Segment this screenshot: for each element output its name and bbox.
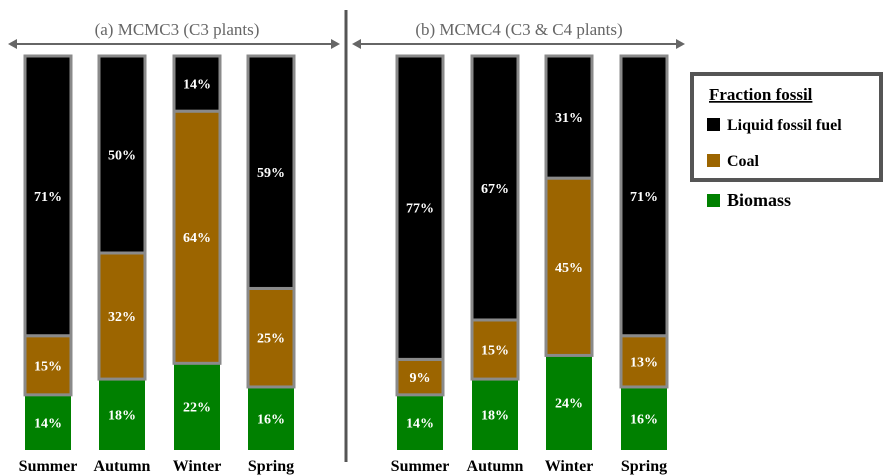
panel-b-data-label-autumn-coal: 15% — [481, 344, 509, 359]
panel-b-bar-summer-biomass — [397, 394, 443, 450]
legend: Fraction fossil Liquid fossil fuel Coal … — [690, 72, 883, 210]
panel-a-data-label-summer-liquid-fossil-fuel: 71% — [34, 190, 62, 205]
panel-a-data-label-summer-coal: 15% — [34, 359, 62, 374]
panel-a-arrowhead-right — [331, 39, 340, 49]
panel-b-bar-spring-biomass — [621, 386, 667, 450]
panel-a-bar-summer-liquid-fossil-fuel — [23, 54, 73, 338]
panel-b-data-label-winter-biomass: 24% — [555, 397, 583, 412]
panel-a-title-bg — [72, 18, 282, 42]
panel-a-bar-summer-coal — [23, 334, 73, 397]
panel-b-bar-spring-liquid-fossil-fuel — [619, 54, 669, 338]
panel-a-bar-summer-biomass — [25, 394, 71, 450]
panel-a-data-label-summer-biomass: 14% — [34, 416, 62, 431]
panel-a-data-label-spring-coal: 25% — [257, 332, 285, 347]
panel-b-data-label-winter-liquid-fossil-fuel: 31% — [555, 111, 583, 126]
panel-b-bar-summer-liquid-fossil-fuel — [395, 54, 445, 361]
panel-b-data-label-summer-liquid-fossil-fuel: 77% — [406, 202, 434, 217]
panel-a-bar-winter-coal — [172, 109, 222, 365]
panel-a-title: (a) MCMC3 (C3 plants) — [95, 20, 260, 39]
panel-a-category-label-winter: Winter — [173, 458, 222, 475]
panel-a-data-label-autumn-liquid-fossil-fuel: 50% — [108, 149, 136, 164]
panel-b-data-label-spring-biomass: 16% — [630, 412, 658, 427]
panel-a-category-label-autumn: Autumn — [94, 458, 151, 475]
panel-b-bar-winter-biomass — [546, 355, 592, 450]
panel-b-bar-summer-coal — [395, 357, 445, 397]
legend-title: Fraction fossil — [709, 85, 813, 104]
panel-a-data-label-winter-biomass: 22% — [183, 401, 211, 416]
panel-b-title: (b) MCMC4 (C3 & C4 plants) — [415, 20, 622, 39]
legend-fossil-box — [690, 72, 883, 182]
panel-a-bar-autumn-coal — [97, 251, 147, 381]
panel-a-bar-winter-liquid-fossil-fuel — [172, 54, 222, 113]
panel-a-bar-spring-biomass — [248, 386, 294, 450]
legend-swatch-coal — [707, 154, 720, 167]
panel-b-bar-autumn-liquid-fossil-fuel — [470, 54, 520, 322]
panel-b-bar-autumn-coal — [470, 318, 520, 381]
panel-b-data-label-autumn-biomass: 18% — [481, 409, 509, 424]
panel-a-bar-autumn-biomass — [99, 379, 145, 450]
legend-swatch-liquid-fossil-fuel — [707, 118, 720, 131]
panel-b-data-label-summer-biomass: 14% — [406, 416, 434, 431]
panel-a-data-label-autumn-biomass: 18% — [108, 409, 136, 424]
legend-label-liquid-fossil-fuel: Liquid fossil fuel — [727, 117, 842, 134]
legend-label-coal: Coal — [727, 153, 760, 170]
panel-a-bar-winter-biomass — [174, 363, 220, 450]
panel-a-data-label-winter-coal: 64% — [183, 231, 211, 246]
panel-b-data-label-winter-coal: 45% — [555, 261, 583, 276]
panel-b-data-label-spring-coal: 13% — [630, 355, 658, 370]
panel-a-data-label-spring-liquid-fossil-fuel: 59% — [257, 166, 285, 181]
panel-b-category-label-winter: Winter — [545, 458, 594, 475]
panel-b-arrowhead-right — [676, 39, 685, 49]
chart-panels: (a) MCMC3 (C3 plants) 14% 15% 71% Summer 18% 3… — [8, 18, 685, 475]
panel-b-category-label-autumn: Autumn — [467, 458, 524, 475]
panel-a-data-label-winter-liquid-fossil-fuel: 14% — [183, 78, 211, 93]
panel-b-data-label-autumn-liquid-fossil-fuel: 67% — [481, 182, 509, 197]
panel-b-bar-autumn-biomass — [472, 379, 518, 450]
legend-swatch-biomass — [707, 194, 720, 207]
panel-a-category-label-spring: Spring — [248, 458, 294, 475]
panel-a-bar-autumn-liquid-fossil-fuel — [97, 54, 147, 255]
panel-a-bar-spring-liquid-fossil-fuel — [246, 54, 296, 290]
panel-b-category-label-summer: Summer — [391, 458, 450, 475]
panel-b-data-label-summer-coal: 9% — [410, 371, 431, 386]
panel-b-arrowhead-left — [352, 39, 361, 49]
panel-a-data-label-autumn-coal: 32% — [108, 310, 136, 325]
legend-label-biomass: Biomass — [727, 190, 791, 210]
panel-a-arrowhead-left — [8, 39, 17, 49]
panel-b-bar-winter-liquid-fossil-fuel — [544, 54, 594, 180]
panel-a-data-label-spring-biomass: 16% — [257, 412, 285, 427]
panel-b-category-label-spring: Spring — [621, 458, 667, 475]
panel-b-data-label-spring-liquid-fossil-fuel: 71% — [630, 190, 658, 205]
panel-a-category-label-summer: Summer — [19, 458, 78, 475]
panel-b-bar-spring-coal — [619, 334, 669, 389]
panel-b-title-bg — [414, 18, 624, 42]
